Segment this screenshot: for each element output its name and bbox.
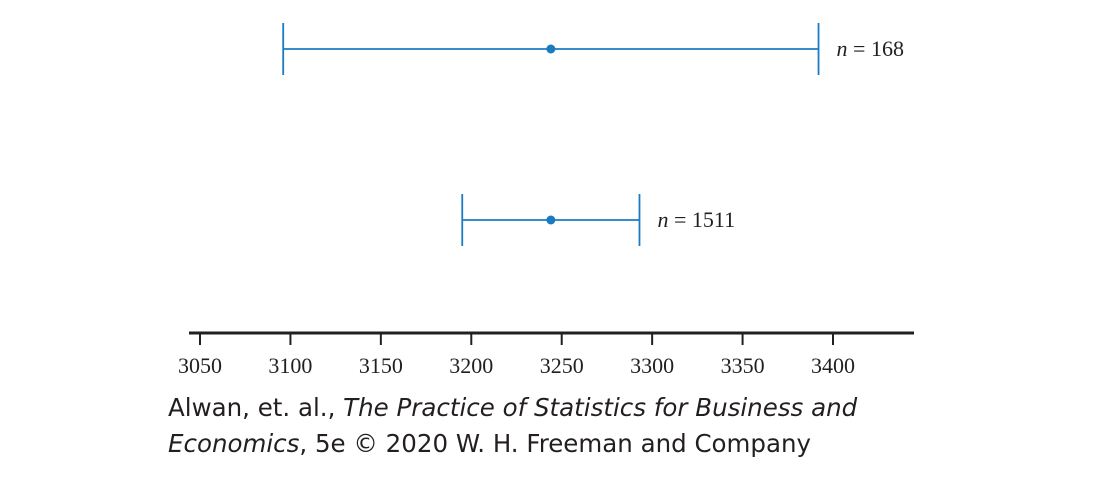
- interval-n-label: n = 168: [837, 36, 904, 61]
- n-variable: n: [837, 36, 848, 61]
- x-axis: 3050 3100 3150 3200 3250 3300 3350 3400: [178, 331, 914, 378]
- credit-rest: , 5e © 2020 W. H. Freeman and Company: [299, 429, 812, 458]
- credit-line-1: Alwan, et. al., The Practice of Statisti…: [168, 390, 857, 426]
- credit-line-2: Economics, 5e © 2020 W. H. Freeman and C…: [168, 426, 857, 462]
- credit-book-title-2: Economics: [168, 429, 300, 458]
- x-tick-label: 3350: [721, 353, 765, 378]
- n-value: 168: [871, 36, 904, 61]
- x-tick-label: 3300: [630, 353, 674, 378]
- credit-authors: Alwan, et. al.,: [168, 393, 344, 422]
- interval-n-label: n = 1511: [657, 207, 735, 232]
- credit-book-title-1: The Practice of Statistics for Business …: [343, 393, 858, 422]
- interval-168: n = 168: [282, 23, 904, 75]
- x-tick-label: 3100: [268, 353, 312, 378]
- n-equals: =: [668, 207, 691, 232]
- x-tick-label: 3050: [178, 353, 222, 378]
- n-value: 1511: [692, 207, 735, 232]
- n-equals: =: [848, 36, 871, 61]
- interval-1511: n = 1511: [461, 194, 735, 246]
- interval-center-point: [546, 215, 556, 225]
- x-tick-label: 3400: [811, 353, 855, 378]
- x-tick-label: 3200: [449, 353, 493, 378]
- x-tick-label: 3250: [540, 353, 584, 378]
- x-tick-label: 3150: [359, 353, 403, 378]
- n-variable: n: [657, 207, 668, 232]
- source-credit: Alwan, et. al., The Practice of Statisti…: [168, 390, 857, 462]
- interval-center-point: [546, 44, 556, 54]
